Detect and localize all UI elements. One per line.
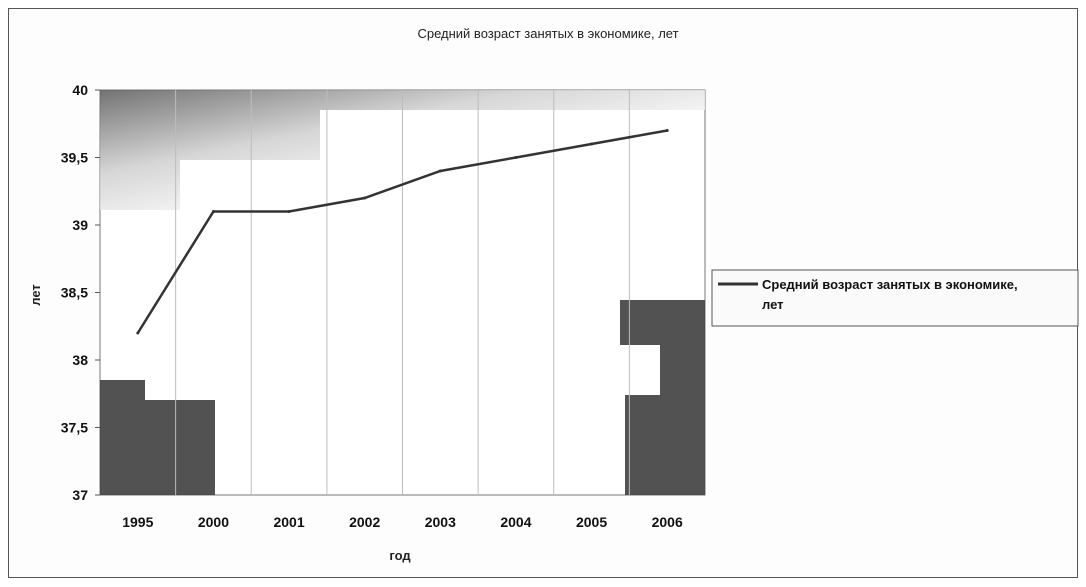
plot-shading-bottom-right <box>620 300 705 495</box>
x-axis-label: год <box>389 548 411 563</box>
y-tick-label: 38,5 <box>61 285 88 301</box>
x-tick-label: 2005 <box>576 514 607 530</box>
y-tick-label: 40 <box>72 82 88 98</box>
legend: Средний возраст занятых в экономике, лет <box>712 270 1078 326</box>
data-point <box>514 156 517 159</box>
y-tick-label: 37 <box>72 487 88 503</box>
x-tick-label: 2003 <box>425 514 456 530</box>
x-tick-label: 2004 <box>500 514 531 530</box>
x-tick-label: 2001 <box>273 514 304 530</box>
data-point <box>439 170 442 173</box>
data-point <box>212 210 215 213</box>
data-point <box>136 332 139 335</box>
x-tick-label: 2000 <box>198 514 229 530</box>
data-point <box>288 210 291 213</box>
y-tick-label: 37,5 <box>61 420 88 436</box>
data-point <box>590 143 593 146</box>
y-axis-ticks: 37 37,5 38 38,5 39 39,5 40 <box>61 82 100 503</box>
chart-title: Средний возраст занятых в экономике, лет <box>417 26 678 41</box>
plot-area <box>100 90 705 495</box>
y-tick-label: 39 <box>72 217 88 233</box>
x-axis-ticks: 1995 2000 2001 2002 2003 2004 2005 2006 <box>122 514 683 530</box>
x-tick-label: 2002 <box>349 514 380 530</box>
y-tick-label: 38 <box>72 352 88 368</box>
x-tick-label: 1995 <box>122 514 153 530</box>
data-point <box>363 197 366 200</box>
x-tick-label: 2006 <box>652 514 683 530</box>
data-point <box>666 129 669 132</box>
y-tick-label: 39,5 <box>61 150 88 166</box>
y-axis-label: лет <box>28 284 43 306</box>
